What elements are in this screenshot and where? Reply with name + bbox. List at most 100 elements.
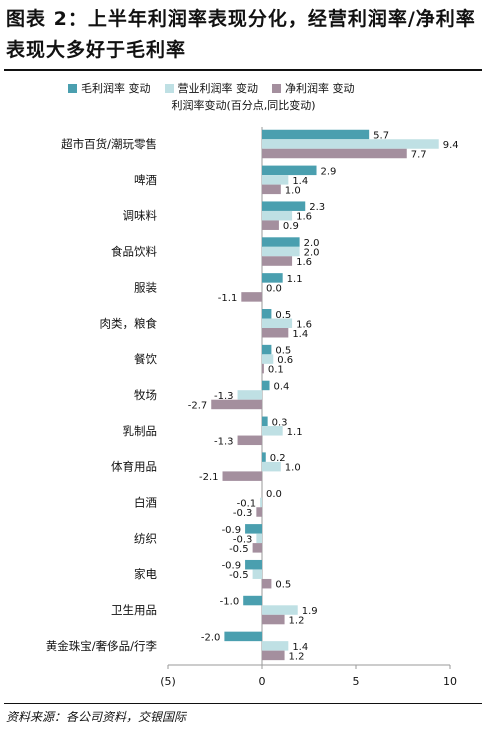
bar-gross <box>262 452 266 462</box>
data-label: -2.1 <box>199 472 219 483</box>
bar-gross <box>262 237 300 247</box>
bar-gross <box>262 165 317 176</box>
legend-item-operating: 营业利润率 变动 <box>164 80 258 96</box>
bar-gross <box>243 595 262 606</box>
data-label: -2.0 <box>201 632 221 643</box>
bar-operating <box>252 569 262 579</box>
data-label: 1.4 <box>292 329 308 340</box>
source-note: 资料来源：各公司资料，交银国际 <box>6 710 187 724</box>
data-label: 1.6 <box>296 257 312 268</box>
data-label: 1.0 <box>285 463 301 474</box>
bar-operating <box>262 318 293 328</box>
data-label: 0.9 <box>283 221 299 232</box>
data-label: -1.1 <box>218 293 238 304</box>
chart-legend: 毛利润率 变动 营业利润率 变动 净利润率 变动 <box>68 80 355 96</box>
data-label: 2.9 <box>321 166 337 177</box>
bar-operating <box>260 497 262 508</box>
data-label: 2.0 <box>304 248 320 259</box>
bar-operating <box>262 354 274 364</box>
bar-net <box>262 578 272 589</box>
category-label: 纺织 <box>134 531 157 545</box>
bar-net <box>262 148 407 159</box>
data-label: -2.7 <box>188 400 208 411</box>
bar-gross <box>262 416 268 427</box>
data-label: 0.1 <box>268 365 284 376</box>
bar-operating <box>262 210 293 221</box>
bar-operating <box>262 139 439 149</box>
data-label: -0.5 <box>229 570 249 581</box>
bar-operating <box>262 175 289 185</box>
data-label: 1.9 <box>302 606 318 617</box>
bar-net <box>211 399 262 410</box>
bar-net <box>241 292 262 302</box>
data-label: -0.9 <box>222 525 242 536</box>
data-label: 1.1 <box>287 274 303 285</box>
category-label: 体育用品 <box>111 460 157 474</box>
legend-item-net: 净利润率 变动 <box>272 80 355 96</box>
bar-gross <box>262 273 283 283</box>
data-label: -0.1 <box>237 499 257 510</box>
data-label: 1.4 <box>292 176 308 187</box>
data-label: 2.0 <box>304 238 320 249</box>
bar-net <box>262 184 281 195</box>
data-label: 0.3 <box>272 417 288 428</box>
data-label: -1.3 <box>214 436 234 447</box>
data-label: 7.7 <box>411 150 427 161</box>
data-label: -0.3 <box>233 508 253 519</box>
data-label: 9.4 <box>443 140 459 151</box>
data-label: -0.9 <box>222 561 242 572</box>
bar-gross <box>224 631 262 642</box>
data-label: 0.5 <box>275 310 291 321</box>
legend-item-gross: 毛利润率 变动 <box>68 80 151 96</box>
bar-operating <box>262 461 281 472</box>
data-label: -0.3 <box>233 534 253 545</box>
page-title: 图表 2：上半年利润率表现分化，经营利润率/净利率表现大多好于毛利率 <box>6 8 476 61</box>
data-label: 1.4 <box>292 642 308 653</box>
data-label: 1.6 <box>296 212 312 223</box>
legend-label-gross: 毛利润率 变动 <box>81 82 151 95</box>
x-tick-label: 10 <box>443 675 457 688</box>
legend-swatch-operating <box>164 83 174 93</box>
category-label: 牧场 <box>134 388 157 402</box>
category-label: 调味料 <box>123 209 158 223</box>
bar-gross <box>262 344 272 355</box>
data-label: -1.3 <box>214 391 234 402</box>
category-label: 食品饮料 <box>111 245 157 259</box>
data-label: 2.3 <box>309 202 325 213</box>
category-label: 服装 <box>134 280 157 294</box>
bar-net <box>262 328 289 338</box>
bar-operating <box>262 605 298 615</box>
category-label: 餐饮 <box>134 352 157 366</box>
category-label: 乳制品 <box>123 424 158 438</box>
bottom-divider <box>4 703 482 704</box>
data-label: 1.1 <box>287 427 303 438</box>
category-label: 卫生用品 <box>111 603 157 617</box>
data-label: 0.2 <box>270 453 286 464</box>
top-divider <box>4 69 482 71</box>
data-label: -1.0 <box>220 597 240 608</box>
bar-gross <box>245 524 262 534</box>
bar-operating <box>237 390 262 400</box>
category-label: 黄金珠宝/奢侈品/行李 <box>46 639 158 653</box>
bar-net <box>237 435 262 446</box>
data-label: -0.5 <box>229 544 249 555</box>
bar-net <box>262 363 264 374</box>
bar-net <box>252 543 262 553</box>
bar-net <box>262 220 279 230</box>
category-label: 白酒 <box>134 496 157 510</box>
data-label: 1.2 <box>289 616 305 627</box>
data-label: 0.0 <box>266 283 282 294</box>
x-tick-label: 0 <box>259 675 266 688</box>
data-label: 5.7 <box>373 131 389 142</box>
legend-label-net: 净利润率 变动 <box>285 82 355 95</box>
bar-net <box>222 471 262 481</box>
bar-net <box>262 614 285 625</box>
x-tick-label: (5) <box>160 675 176 688</box>
bar-operating <box>256 533 262 544</box>
category-label: 超市百货/潮玩零售 <box>61 137 157 151</box>
bar-operating <box>262 426 283 436</box>
bar-operating <box>262 641 289 651</box>
chart-subtitle: 利润率变动(百分点,同比变动) <box>171 99 316 112</box>
bar-net <box>256 507 262 517</box>
data-label: 1.6 <box>296 319 312 330</box>
